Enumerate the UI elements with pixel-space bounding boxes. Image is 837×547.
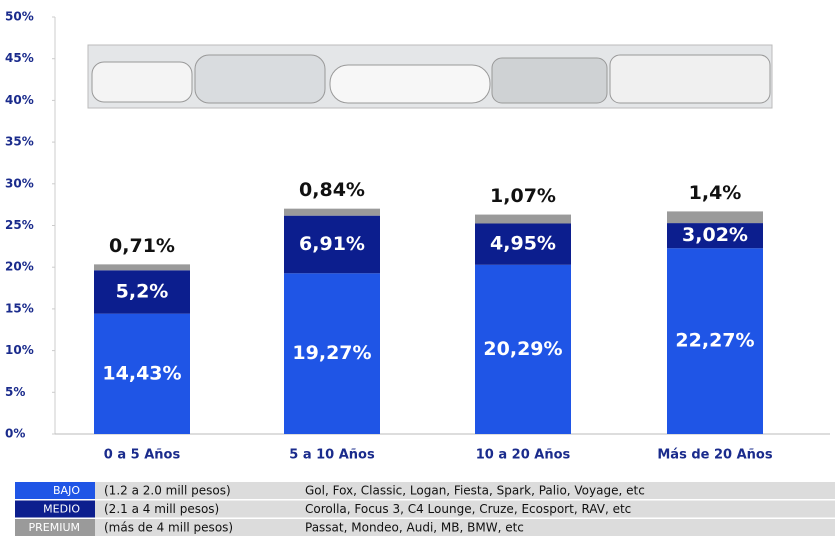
bar-segment [475,215,571,224]
value-label: 19,27% [292,342,371,364]
chart: 0% 5% 10% 15% 20% 25% 30% 35% 40% 45% 50% 0 a 5 Año… [0,0,837,543]
x-tick-label: 10 a 20 Años [476,448,571,463]
value-label: 3,02% [682,224,748,246]
value-label: 0,84% [299,179,365,201]
y-tick-label: 0% [5,427,25,441]
y-tick-label: 25% [5,218,34,232]
value-label: 1,07% [490,185,556,207]
value-label: 4,95% [490,233,556,255]
legend-range: (1.2 a 2.0 mill pesos) [104,484,231,498]
legend-name: MEDIO [43,503,80,516]
bar-segment [667,211,763,223]
y-tick-label: 10% [5,343,34,357]
bar-segment [94,264,190,270]
legend-examples: Corolla, Focus 3, C4 Lounge, Cruze, Ecos… [305,502,631,516]
legend-examples: Passat, Mondeo, Audi, MB, BMW, etc [305,521,524,535]
value-label: 1,4% [689,182,742,204]
value-label: 22,27% [675,330,754,352]
legend-range: (más de 4 mill pesos) [104,521,233,535]
y-tick-label: 20% [5,260,34,274]
legend-name: BAJO [53,484,80,497]
x-tick-label: Más de 20 Años [657,448,772,463]
y-tick-label: 15% [5,301,34,315]
bar-segment [284,209,380,216]
value-label: 0,71% [109,235,175,257]
y-tick-label: 35% [5,135,34,149]
y-tick-label: 50% [5,10,34,24]
y-tick-label: 40% [5,93,34,107]
car-photo [88,45,772,108]
value-label: 20,29% [483,338,562,360]
x-tick-label: 5 a 10 Años [289,448,375,463]
x-tick-label: 0 a 5 Años [104,448,181,463]
value-label: 14,43% [102,362,181,384]
legend-name: PREMIUM [28,521,80,534]
value-label: 5,2% [116,280,169,302]
legend-range: (2.1 a 4 mill pesos) [104,502,219,516]
y-tick-label: 45% [5,51,34,65]
y-tick-label: 5% [5,385,25,399]
value-label: 6,91% [299,233,365,255]
legend-examples: Gol, Fox, Classic, Logan, Fiesta, Spark,… [305,484,645,498]
y-tick-label: 30% [5,176,34,190]
